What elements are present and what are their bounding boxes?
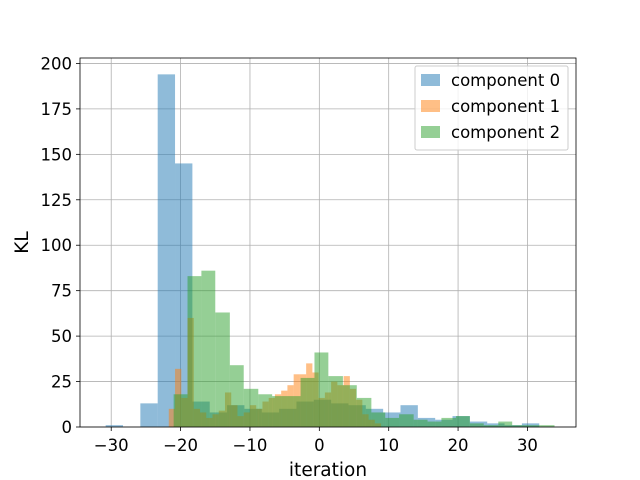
histogram-bar xyxy=(215,312,230,427)
bars xyxy=(105,74,555,427)
histogram-bar xyxy=(483,425,499,427)
legend-frame xyxy=(414,65,569,151)
histogram-bar xyxy=(300,377,315,427)
histogram-bar xyxy=(498,421,513,427)
x-tick-label: 10 xyxy=(378,436,399,455)
histogram-bar xyxy=(441,417,456,427)
legend-label: component 1 xyxy=(451,97,560,116)
histogram-bar xyxy=(168,408,176,427)
legend-swatch xyxy=(421,126,440,138)
y-tick-label: 200 xyxy=(41,54,73,73)
x-tick-label: 0 xyxy=(314,436,325,455)
x-axis-ticks: −30 −20 −10 0 10 20 30 xyxy=(94,427,538,455)
histogram-bar xyxy=(512,425,527,427)
histogram-bar xyxy=(413,419,428,427)
histogram-bar xyxy=(314,352,329,427)
x-tick-label: −20 xyxy=(163,436,198,455)
histogram-bar xyxy=(187,276,202,427)
histogram-bar xyxy=(399,414,414,427)
histogram-bar xyxy=(272,396,287,427)
y-axis-label: KL xyxy=(12,231,33,254)
histogram-bar xyxy=(229,365,244,427)
y-tick-label: 0 xyxy=(62,418,73,437)
legend: component 0 component 1 component 2 xyxy=(414,65,569,151)
y-tick-label: 25 xyxy=(51,373,72,392)
histogram-bar xyxy=(455,416,470,427)
histogram-bar xyxy=(201,270,216,427)
histogram-bar xyxy=(243,388,259,427)
histogram-bar xyxy=(371,412,386,427)
histogram-bar xyxy=(427,421,442,427)
histogram-bar xyxy=(286,396,301,427)
histogram-bar xyxy=(526,425,541,427)
histogram-bar xyxy=(342,385,357,427)
y-tick-label: 50 xyxy=(51,327,72,346)
histogram-bar xyxy=(469,423,484,427)
histogram-bar xyxy=(140,403,158,427)
y-tick-label: 125 xyxy=(41,191,73,210)
x-tick-label: 30 xyxy=(517,436,538,455)
legend-swatch xyxy=(421,100,440,112)
legend-label: component 2 xyxy=(451,123,560,142)
histogram-bar xyxy=(328,376,343,427)
x-tick-label: −30 xyxy=(94,436,129,455)
histogram-bar xyxy=(540,425,555,427)
histogram-bar xyxy=(173,394,188,427)
x-tick-label: 20 xyxy=(448,436,469,455)
series-2-bars xyxy=(173,270,555,427)
histogram-bar xyxy=(258,394,273,427)
y-tick-label: 75 xyxy=(51,282,72,301)
histogram-bar xyxy=(157,74,176,427)
x-axis-label: iteration xyxy=(289,460,367,480)
y-tick-label: 150 xyxy=(41,145,73,164)
histogram-bar xyxy=(356,397,372,427)
histogram-bar xyxy=(105,425,124,427)
y-tick-label: 175 xyxy=(41,100,73,119)
histogram-bar xyxy=(385,417,400,427)
x-tick-label: −10 xyxy=(233,436,268,455)
legend-swatch xyxy=(421,74,440,86)
y-tick-label: 100 xyxy=(41,236,73,255)
legend-label: component 0 xyxy=(451,71,560,90)
axes-frame xyxy=(79,57,577,428)
y-axis-ticks: 0 25 50 75 100 125 150 175 200 xyxy=(41,54,80,437)
